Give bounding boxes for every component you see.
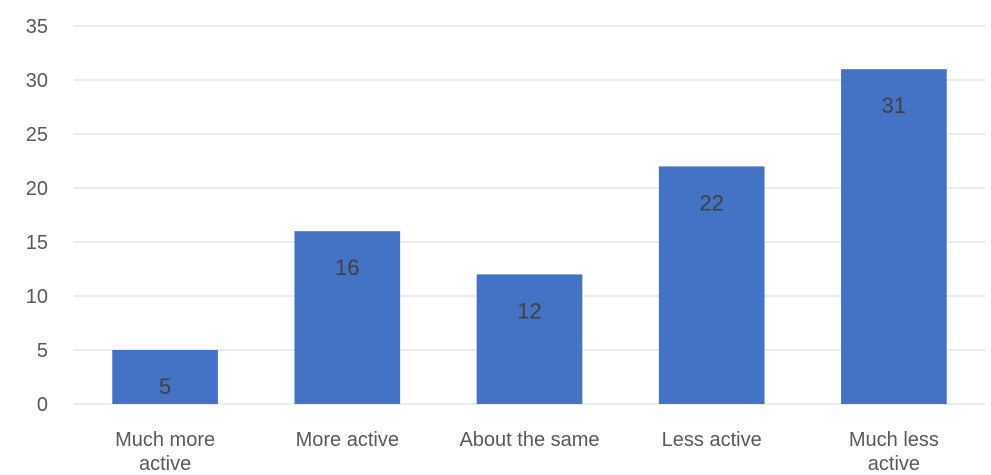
x-tick-label-line: Much more [115,429,215,451]
y-tick-label: 0 [37,394,48,416]
y-tick-label: 25 [26,124,48,146]
x-tick-label: Much less active [849,429,939,475]
bar [658,166,765,404]
bars [112,69,947,404]
y-tick-label: 5 [37,340,48,362]
x-tick-label: More active [296,429,399,451]
x-tick-label-line: active [139,453,191,475]
x-tick-label-line: Less active [662,429,762,451]
data-label: 16 [335,255,359,280]
y-tick-label: 10 [26,286,48,308]
y-tick-label: 35 [26,16,48,38]
x-tick-label-line: More active [296,429,399,451]
data-label: 12 [517,298,541,323]
data-label: 22 [699,190,723,215]
bar [841,69,947,404]
data-label: 31 [882,93,906,118]
bar [294,231,401,404]
y-tick-label: 15 [26,232,48,254]
x-tick-label: Much more active [115,429,215,475]
x-tick-label-line: Much less [849,429,939,451]
x-tick-label: About the same [459,429,599,451]
x-tick-label-line: active [868,453,920,475]
data-label: 5 [159,374,171,399]
data-labels: 5 16 12 22 31 [159,93,906,399]
bar [476,274,583,404]
y-tick-label: 20 [26,178,48,200]
y-axis-tick-labels: 0 5 10 15 20 25 30 35 [26,16,48,416]
y-tick-label: 30 [26,70,48,92]
bar [112,350,218,404]
x-tick-label-line: About the same [459,429,599,451]
x-tick-label: Less active [662,429,762,451]
